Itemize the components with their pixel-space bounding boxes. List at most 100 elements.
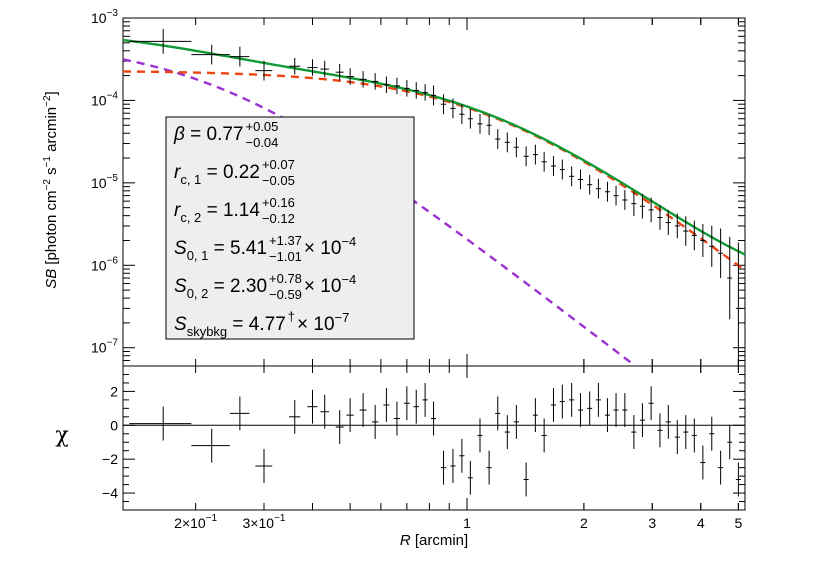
- top-y-axis-title: SB[photon cm−2 s−1 arcmin−2]: [42, 91, 60, 288]
- y-tick-label: 2: [110, 383, 118, 399]
- data-point: [718, 228, 724, 278]
- data-point: [691, 220, 697, 251]
- residual-point: [523, 462, 529, 497]
- data-point: [422, 84, 428, 101]
- data-point: [346, 68, 354, 85]
- bottom-panel-frame: [122, 365, 746, 511]
- data-point: [674, 213, 680, 239]
- residual-point: [459, 438, 465, 473]
- data-point: [622, 190, 628, 210]
- residual-point: [735, 462, 741, 497]
- bottom-y-tick-labels: −4 −2 0 2: [102, 383, 118, 501]
- residual-point: [550, 388, 556, 422]
- residual-point: [665, 404, 671, 439]
- x-tick-label: 3: [648, 515, 656, 531]
- data-point: [595, 178, 601, 199]
- data-point: [504, 132, 510, 153]
- top-data-points: [129, 29, 741, 366]
- data-point: [129, 29, 192, 54]
- data-point: [289, 57, 301, 75]
- parameter-scale: × 10−4: [304, 272, 356, 297]
- residual-point: [513, 404, 519, 439]
- residual-point: [727, 425, 733, 460]
- parameter-line: rc, 2 = 1.14: [174, 200, 260, 225]
- residual-point: [431, 401, 436, 436]
- data-point: [735, 242, 741, 366]
- residual-point: [289, 399, 301, 434]
- residual-point: [622, 393, 628, 427]
- residual-point: [595, 382, 601, 417]
- data-point: [550, 156, 556, 176]
- data-point: [403, 80, 410, 97]
- residual-point: [413, 389, 419, 424]
- y-tick-label: −2: [102, 451, 118, 467]
- residual-point: [403, 386, 410, 421]
- residual-point: [440, 450, 447, 485]
- residual-point: [486, 450, 492, 485]
- residual-point: [383, 388, 390, 422]
- parameter-lower-error: −0.59: [269, 287, 302, 302]
- y-tick-label: 10−6: [91, 255, 118, 273]
- y-tick-label: 10−7: [91, 338, 118, 356]
- residual-point: [255, 449, 273, 483]
- residual-point: [346, 398, 354, 433]
- data-point: [413, 82, 419, 99]
- residual-point: [371, 404, 379, 439]
- residual-point: [604, 398, 610, 433]
- residual-point: [320, 394, 329, 429]
- parameter-line: β = 0.77: [173, 124, 244, 145]
- residual-point: [691, 418, 697, 453]
- y-tick-label: 10−3: [91, 8, 118, 26]
- data-point: [450, 98, 456, 119]
- data-point: [229, 46, 250, 67]
- x-tick-label: 3×10−1: [243, 513, 286, 531]
- x-tick-label: 5: [734, 515, 742, 531]
- residual-point: [700, 445, 706, 480]
- residual-point: [504, 415, 510, 450]
- data-point: [727, 236, 733, 320]
- data-point: [486, 115, 492, 136]
- data-point: [569, 166, 575, 187]
- data-point: [307, 59, 318, 76]
- data-point: [371, 73, 379, 90]
- top-y-tick-labels: 10−7 10−6 10−5 10−4 10−3: [91, 8, 118, 356]
- parameter-upper-error: +0.07: [262, 157, 295, 172]
- parameter-line: S0, 1 = 5.41: [174, 238, 267, 263]
- x-tick-label: 2: [580, 515, 588, 531]
- data-point: [559, 159, 565, 180]
- parameter-box-lines: β = 0.77 +0.05−0.04 rc, 1 = 0.22 +0.07−0.05…: [173, 119, 356, 339]
- parameter-line: Sskybkg = 4.77: [174, 314, 286, 339]
- parameter-line: rc, 1 = 0.22: [174, 162, 260, 187]
- parameter-upper-error: †: [288, 309, 295, 324]
- residual-point: [532, 398, 538, 433]
- residual-point: [541, 418, 547, 453]
- parameter-lower-error: −1.01: [269, 249, 302, 264]
- data-point: [393, 77, 400, 95]
- data-point: [359, 71, 367, 88]
- parameter-line: S0, 2 = 2.30: [174, 276, 267, 301]
- data-point: [648, 197, 654, 223]
- residual-point: [335, 410, 344, 444]
- data-point: [657, 205, 663, 230]
- data-point: [587, 174, 593, 195]
- residual-point: [422, 382, 428, 417]
- residual-point: [674, 420, 680, 455]
- data-point: [383, 76, 390, 93]
- data-point: [541, 151, 547, 172]
- residual-point: [639, 403, 645, 438]
- residual-point: [559, 384, 565, 419]
- bottom-axis-ticks: [123, 365, 745, 511]
- data-point: [709, 225, 715, 267]
- residual-point: [307, 389, 318, 424]
- y-tick-label: 10−5: [91, 173, 118, 191]
- residual-point: [709, 416, 715, 451]
- data-point: [477, 113, 483, 134]
- data-point: [665, 210, 671, 235]
- data-point: [577, 169, 583, 190]
- data-point: [335, 63, 344, 81]
- residual-point: [569, 382, 575, 417]
- residual-point: [718, 450, 724, 485]
- data-point: [523, 146, 529, 167]
- residual-point: [495, 396, 501, 431]
